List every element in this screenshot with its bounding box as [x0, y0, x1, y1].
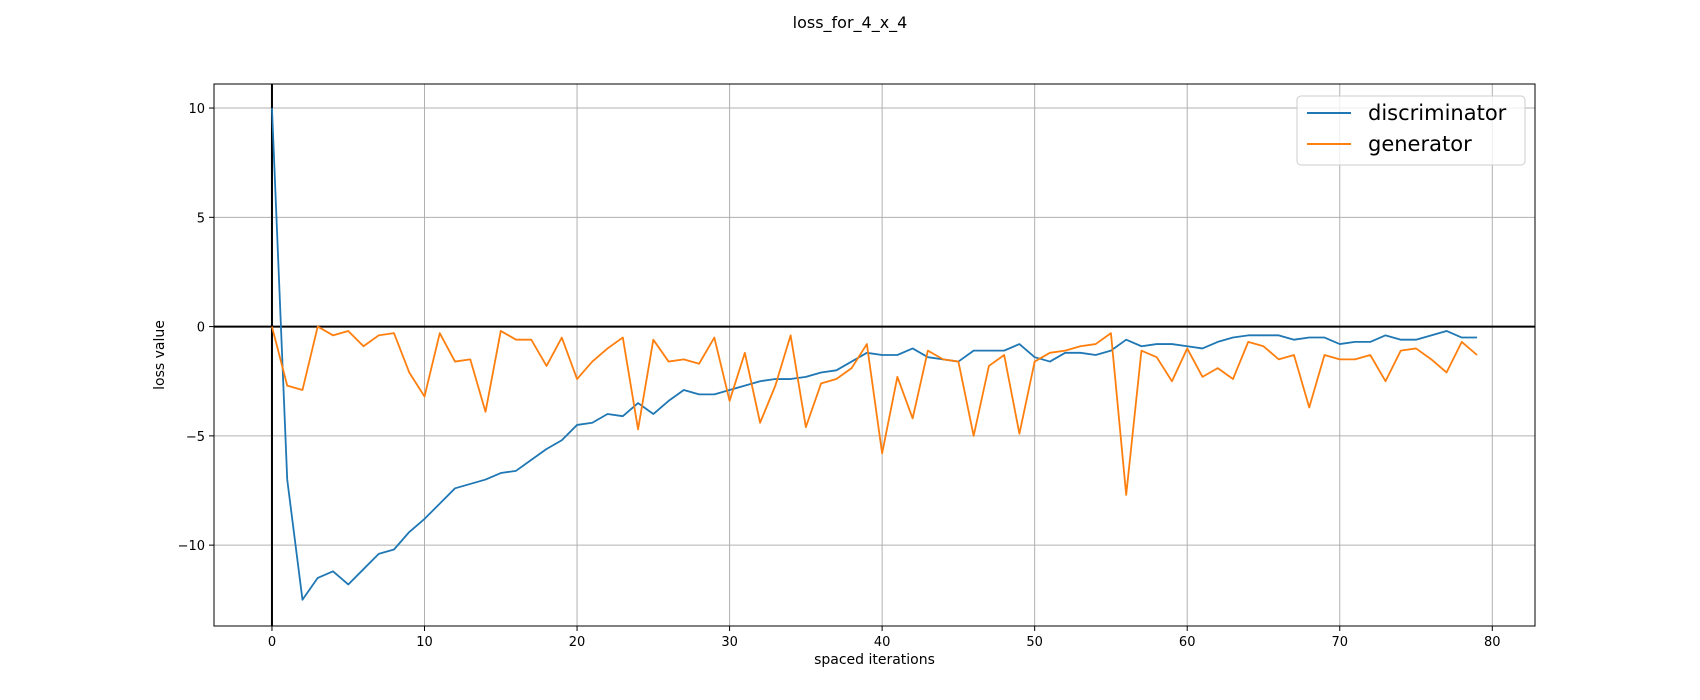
y-axis-ticks: 10 5 0 −5 −10: [178, 102, 214, 554]
x-axis-label: spaced iterations: [814, 652, 935, 668]
series-line-discriminator: [271, 108, 1478, 601]
series-line-generator: [271, 325, 1478, 496]
series-lines: [271, 108, 1478, 601]
zero-reference-lines: [214, 84, 1535, 626]
x-tick-label: 0: [268, 635, 276, 650]
x-tick-label: 20: [569, 635, 586, 650]
x-tick-label: 30: [721, 635, 738, 650]
plot-area-frame: [213, 83, 1536, 627]
x-tick-label: 70: [1331, 635, 1348, 650]
x-tick-label: 40: [874, 635, 891, 650]
chart-title: loss_for_4_x_4: [793, 13, 908, 33]
x-tick-label: 80: [1484, 635, 1501, 650]
x-tick-label: 50: [1026, 635, 1043, 650]
y-tick-label: −5: [186, 430, 205, 445]
x-tick-label: 10: [416, 635, 433, 650]
legend-label-discriminator: discriminator: [1368, 101, 1507, 125]
legend-box: [1296, 95, 1526, 166]
x-axis-ticks: 0 10 20 30 40 50 60 70 80: [268, 626, 1501, 650]
legend-label-generator: generator: [1368, 132, 1472, 156]
x-tick-label: 60: [1179, 635, 1196, 650]
y-tick-label: 5: [197, 211, 205, 226]
legend: discriminator generator: [1296, 95, 1526, 166]
y-tick-label: 10: [188, 102, 205, 117]
y-tick-label: −10: [178, 539, 205, 554]
y-tick-label: 0: [197, 321, 205, 336]
y-axis-label: loss value: [152, 320, 168, 390]
